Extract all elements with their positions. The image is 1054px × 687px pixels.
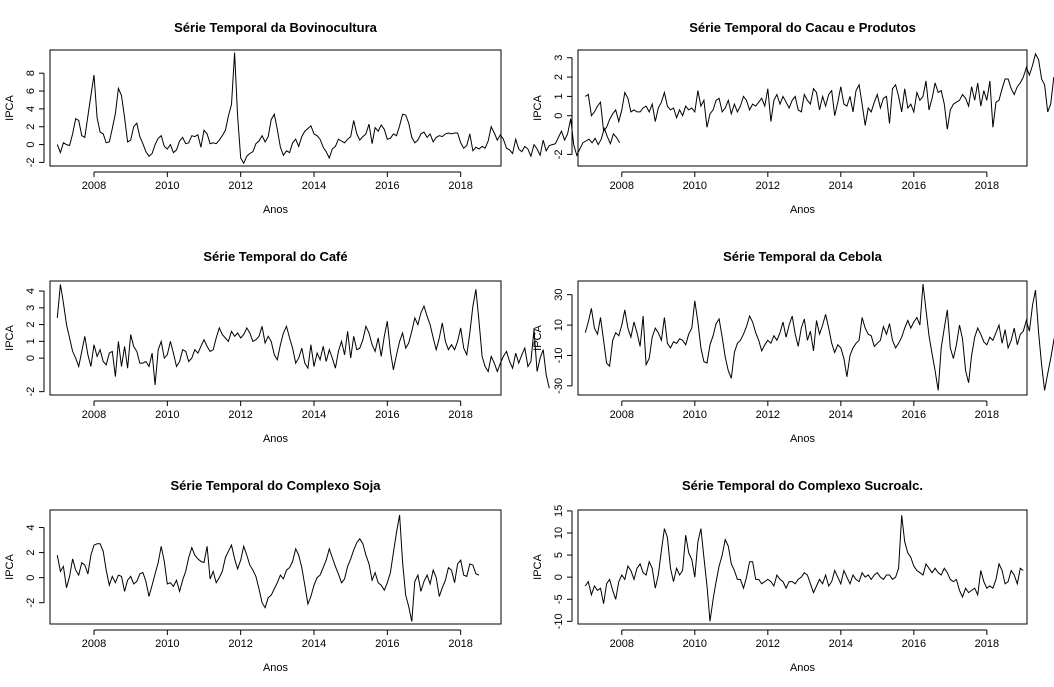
x-tick-label: 2018 xyxy=(975,180,999,192)
x-tick-label: 2014 xyxy=(829,638,853,650)
series-line xyxy=(56,284,550,389)
y-tick-label: -2 xyxy=(25,387,37,397)
chart-title: Série Temporal do Cacau e Produtos xyxy=(689,20,916,35)
x-tick-label: 2016 xyxy=(902,638,926,650)
x-tick-label: 2014 xyxy=(302,180,326,192)
y-tick-label: -30 xyxy=(553,378,565,394)
x-tick-label: 2012 xyxy=(228,638,252,650)
chart-title: Série Temporal do Complexo Sucroalc. xyxy=(682,478,923,493)
y-axis-label: IPCA xyxy=(4,325,16,351)
y-tick-label: 2 xyxy=(25,322,37,328)
x-tick-label: 2010 xyxy=(683,638,707,650)
x-axis-label: Anos xyxy=(790,662,816,674)
x-tick-label: 2014 xyxy=(829,409,853,421)
y-axis-label: IPCA xyxy=(4,95,16,121)
chart-title: Série Temporal da Bovinocultura xyxy=(174,20,378,35)
y-tick-label: 0 xyxy=(25,355,37,361)
x-tick-label: 2010 xyxy=(683,180,707,192)
x-tick-label: 2014 xyxy=(302,638,326,650)
y-tick-label: 10 xyxy=(553,527,565,539)
x-tick-label: 2012 xyxy=(756,638,780,650)
x-tick-label: 2018 xyxy=(448,409,472,421)
x-tick-label: 2016 xyxy=(375,409,399,421)
x-tick-label: 2010 xyxy=(155,180,179,192)
y-tick-label: 0 xyxy=(25,142,37,148)
x-tick-label: 2018 xyxy=(975,409,999,421)
x-tick-label: 2016 xyxy=(902,409,926,421)
x-tick-label: 2008 xyxy=(82,638,106,650)
x-tick-label: 2008 xyxy=(610,409,634,421)
x-axis-label: Anos xyxy=(790,433,816,445)
chart-title: Série Temporal da Cebola xyxy=(723,249,882,264)
x-tick-label: 2010 xyxy=(683,409,707,421)
x-axis-label: Anos xyxy=(263,662,289,674)
series-line xyxy=(585,52,1054,133)
y-tick-label: 2 xyxy=(25,124,37,130)
plot-frame xyxy=(49,49,502,167)
series-line xyxy=(56,52,621,165)
x-tick-label: 2016 xyxy=(375,638,399,650)
x-tick-label: 2014 xyxy=(302,409,326,421)
x-tick-label: 2012 xyxy=(756,409,780,421)
x-tick-label: 2012 xyxy=(756,180,780,192)
plot-frame xyxy=(577,509,1028,625)
y-tick-label: 2 xyxy=(553,74,565,80)
plot-frame xyxy=(49,280,502,396)
x-axis-label: Anos xyxy=(790,204,816,216)
y-tick-label: -2 xyxy=(25,598,37,608)
x-tick-label: 2008 xyxy=(82,409,106,421)
x-tick-label: 2016 xyxy=(375,180,399,192)
y-tick-label: 3 xyxy=(25,305,37,311)
x-tick-label: 2008 xyxy=(610,638,634,650)
y-tick-label: -10 xyxy=(553,613,565,629)
chart-title: Série Temporal do Café xyxy=(203,249,347,264)
x-tick-label: 2012 xyxy=(228,180,252,192)
x-tick-label: 2018 xyxy=(975,638,999,650)
y-tick-label: 0 xyxy=(553,113,565,119)
x-axis-label: Anos xyxy=(263,433,289,445)
x-tick-label: 2008 xyxy=(610,180,634,192)
series-line xyxy=(584,283,1054,391)
y-tick-label: 4 xyxy=(25,288,37,294)
x-tick-label: 2010 xyxy=(155,638,179,650)
y-tick-label: 2 xyxy=(25,550,37,556)
y-tick-label: -5 xyxy=(553,594,565,604)
x-axis-label: Anos xyxy=(263,204,289,216)
y-axis-label: IPCA xyxy=(4,554,16,580)
y-axis-label: IPCA xyxy=(532,95,544,121)
plot-frame xyxy=(577,280,1028,396)
y-tick-label: 0 xyxy=(553,574,565,580)
y-tick-label: 8 xyxy=(25,70,37,76)
y-tick-label: 6 xyxy=(25,88,37,94)
y-tick-label: 30 xyxy=(553,289,565,301)
y-tick-label: 4 xyxy=(25,106,37,112)
series-line xyxy=(584,515,1024,622)
y-tick-label: -2 xyxy=(553,150,565,160)
x-tick-label: 2010 xyxy=(155,409,179,421)
y-tick-label: 1 xyxy=(25,338,37,344)
y-tick-label: 5 xyxy=(553,552,565,558)
x-tick-label: 2018 xyxy=(448,180,472,192)
x-tick-label: 2008 xyxy=(82,180,106,192)
y-axis-label: IPCA xyxy=(532,325,544,351)
x-tick-label: 2018 xyxy=(448,638,472,650)
chart-title: Série Temporal do Complexo Soja xyxy=(171,478,382,493)
series-line xyxy=(56,514,480,622)
y-tick-label: 4 xyxy=(25,524,37,530)
y-tick-label: 0 xyxy=(25,575,37,581)
x-tick-label: 2012 xyxy=(228,409,252,421)
y-axis-label: IPCA xyxy=(532,554,544,580)
y-tick-label: 1 xyxy=(553,93,565,99)
plot-frame xyxy=(577,49,1028,167)
y-tick-label: -10 xyxy=(553,348,565,364)
y-tick-label: 3 xyxy=(553,55,565,61)
y-tick-label: 15 xyxy=(553,505,565,517)
x-tick-label: 2016 xyxy=(902,180,926,192)
y-tick-label: -2 xyxy=(25,158,37,168)
plot-frame xyxy=(49,509,502,625)
x-tick-label: 2014 xyxy=(829,180,853,192)
y-tick-label: 10 xyxy=(553,319,565,331)
